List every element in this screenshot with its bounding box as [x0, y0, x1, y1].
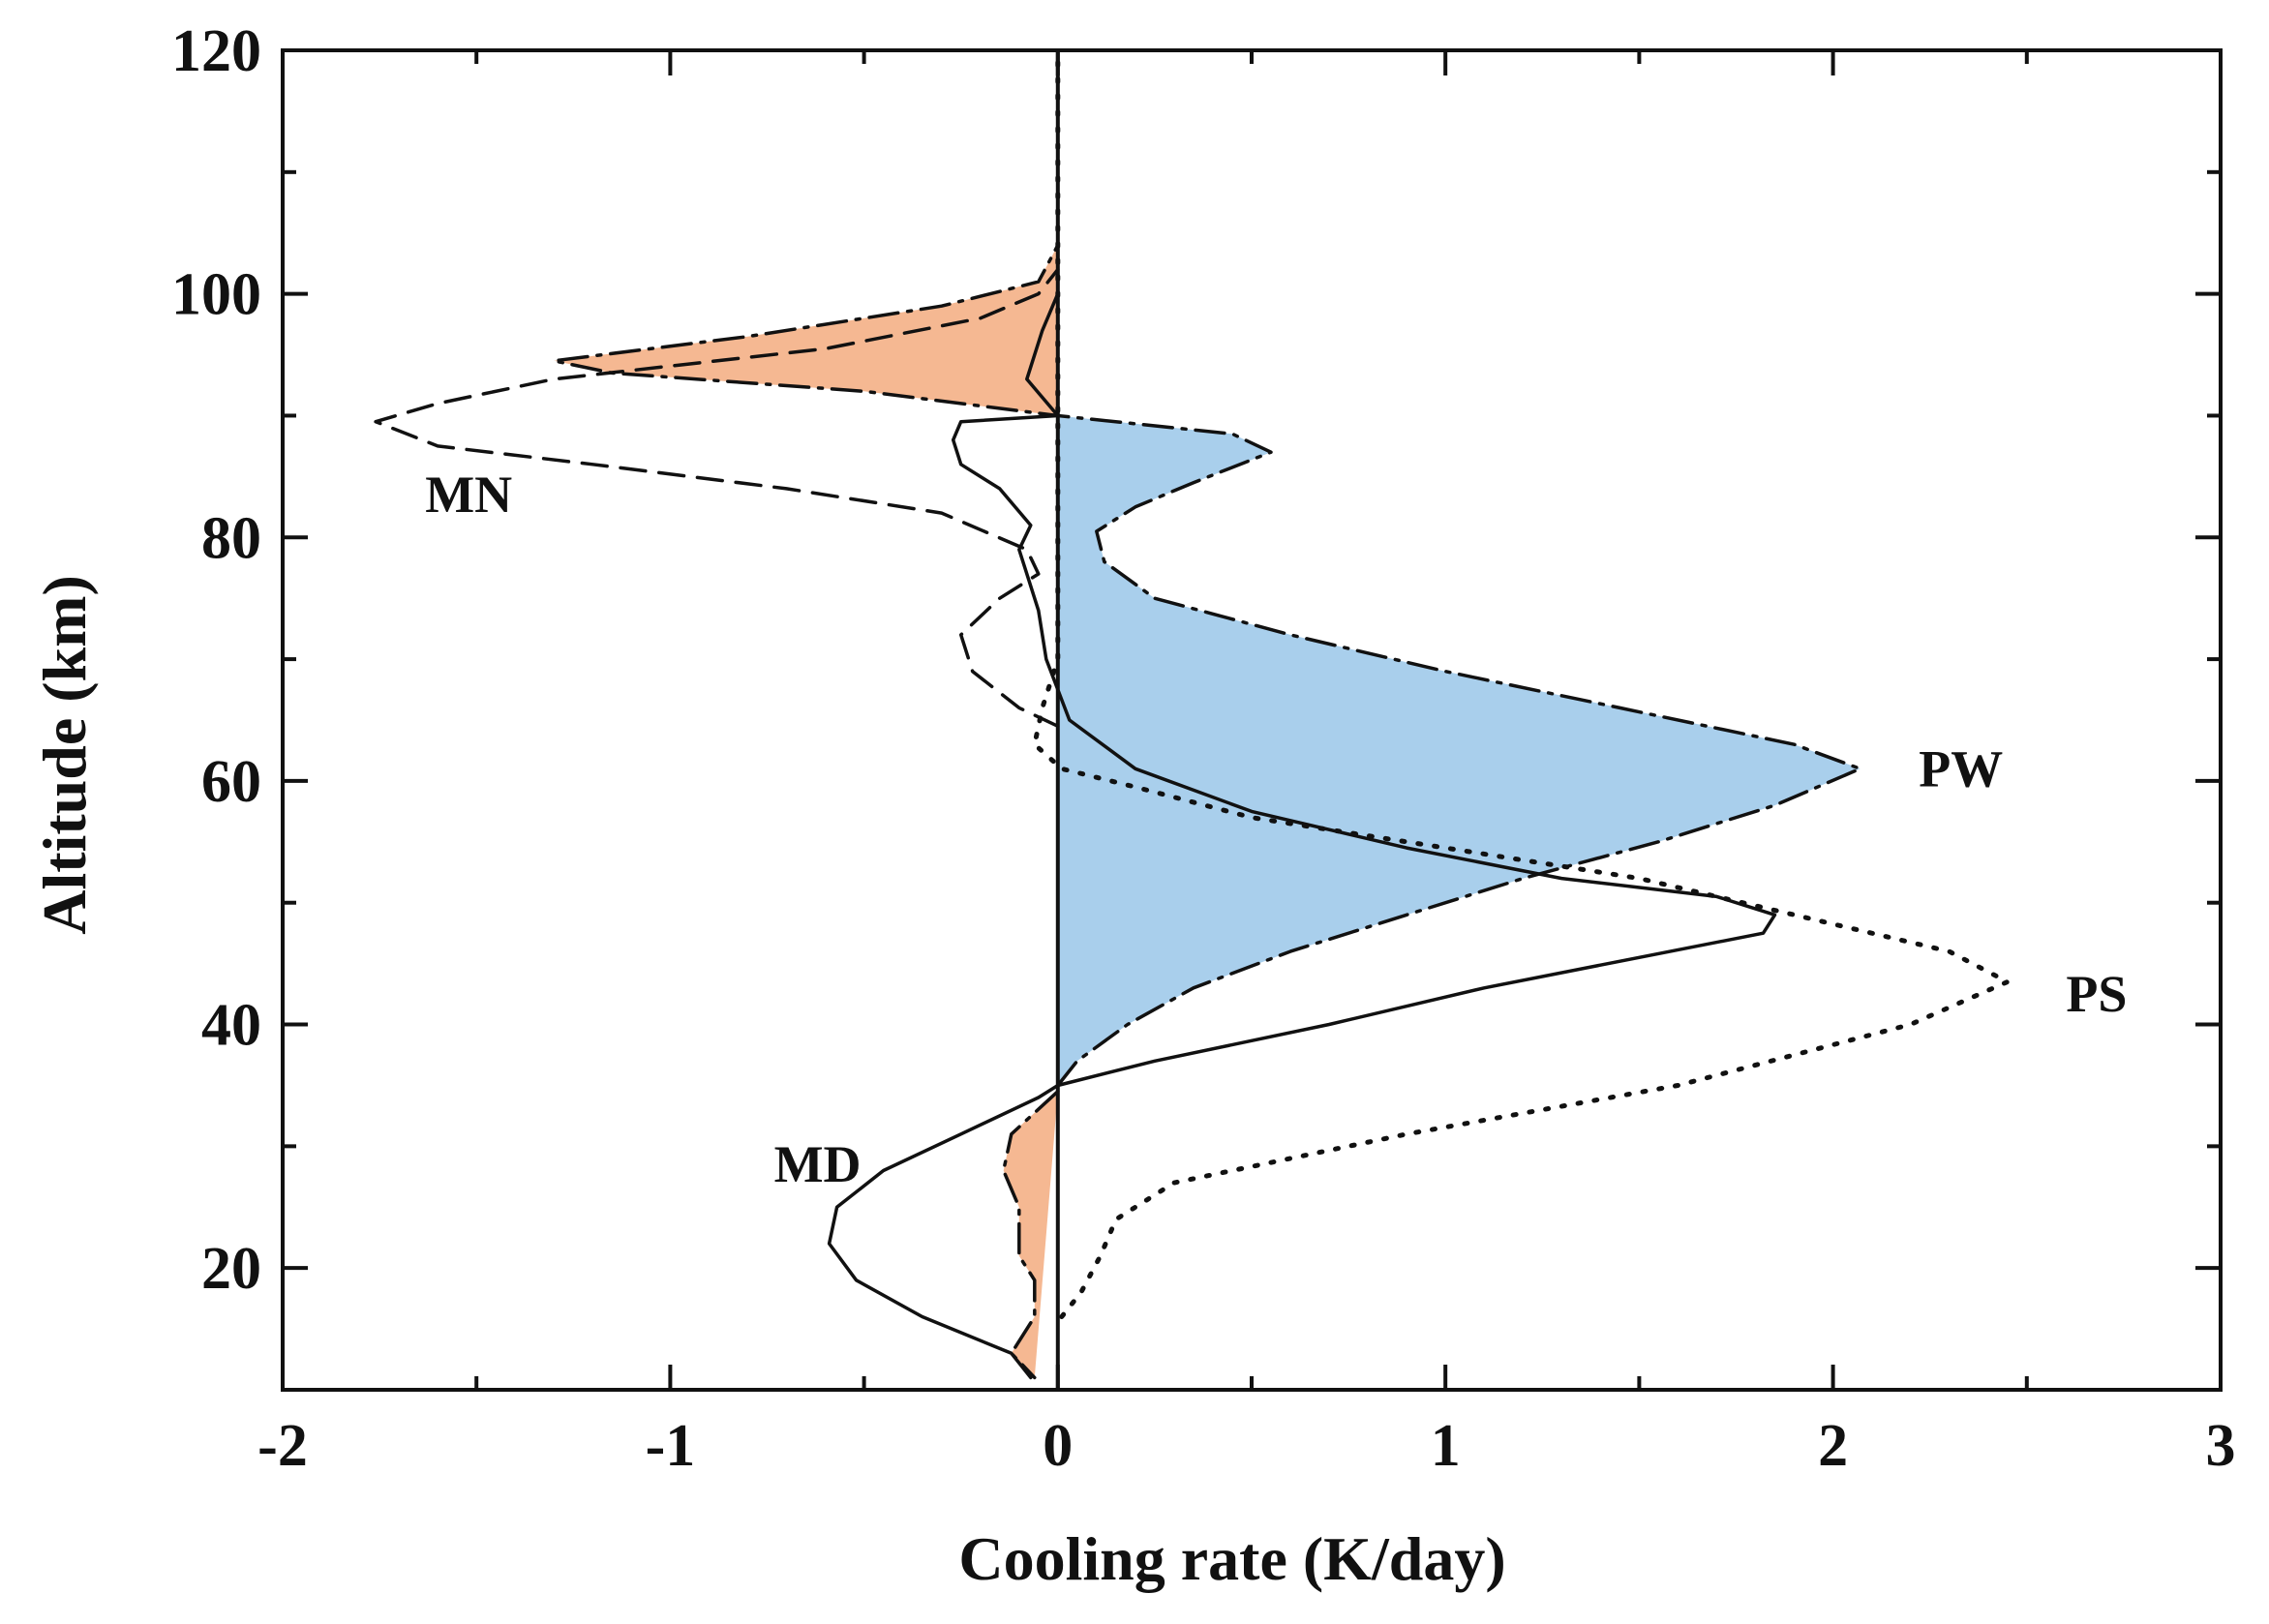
y-tick-label: 120	[171, 18, 261, 84]
x-tick-label: 1	[1431, 1413, 1461, 1479]
negative-cooling-region-lower	[1003, 1091, 1058, 1378]
x-axis-title: Cooling rate (K/day)	[958, 1524, 1505, 1593]
series-line-ps	[1032, 47, 2011, 1319]
y-tick-label: 60	[201, 749, 261, 815]
series-line-md	[827, 48, 1777, 1380]
x-tick-label: 3	[2206, 1413, 2236, 1479]
series-line-pw	[552, 243, 1862, 1088]
y-tick-label: 40	[201, 993, 261, 1059]
series-line-mn	[374, 267, 1060, 729]
y-tick-label: 20	[201, 1236, 261, 1302]
x-tick-label: 2	[1818, 1413, 1848, 1479]
negative-cooling-region-upper	[554, 245, 1058, 416]
y-tick-label: 80	[201, 505, 261, 571]
annotation-md: MD	[774, 1135, 862, 1193]
series-layer	[374, 47, 2011, 1390]
axes: -2 -1 0 1 2 3 20 40 60 80 100 120	[171, 18, 2236, 1479]
annotation-mn: MN	[425, 466, 512, 524]
y-axis-title: Altitude (km)	[30, 575, 99, 935]
annotation-pw: PW	[1919, 739, 2003, 797]
annotation-ps: PS	[2066, 965, 2127, 1023]
fill-layer	[554, 245, 1861, 1378]
annotation-layer: MN MD PW PS	[425, 466, 2127, 1193]
x-tick-label: -1	[646, 1413, 696, 1479]
positive-cooling-region	[1057, 415, 1861, 1086]
x-tick-label: 0	[1043, 1413, 1073, 1479]
series-line-md-ps-diff-low	[1001, 1089, 1060, 1380]
y-tick-label: 100	[171, 262, 261, 328]
x-tick-label: -2	[257, 1413, 308, 1479]
